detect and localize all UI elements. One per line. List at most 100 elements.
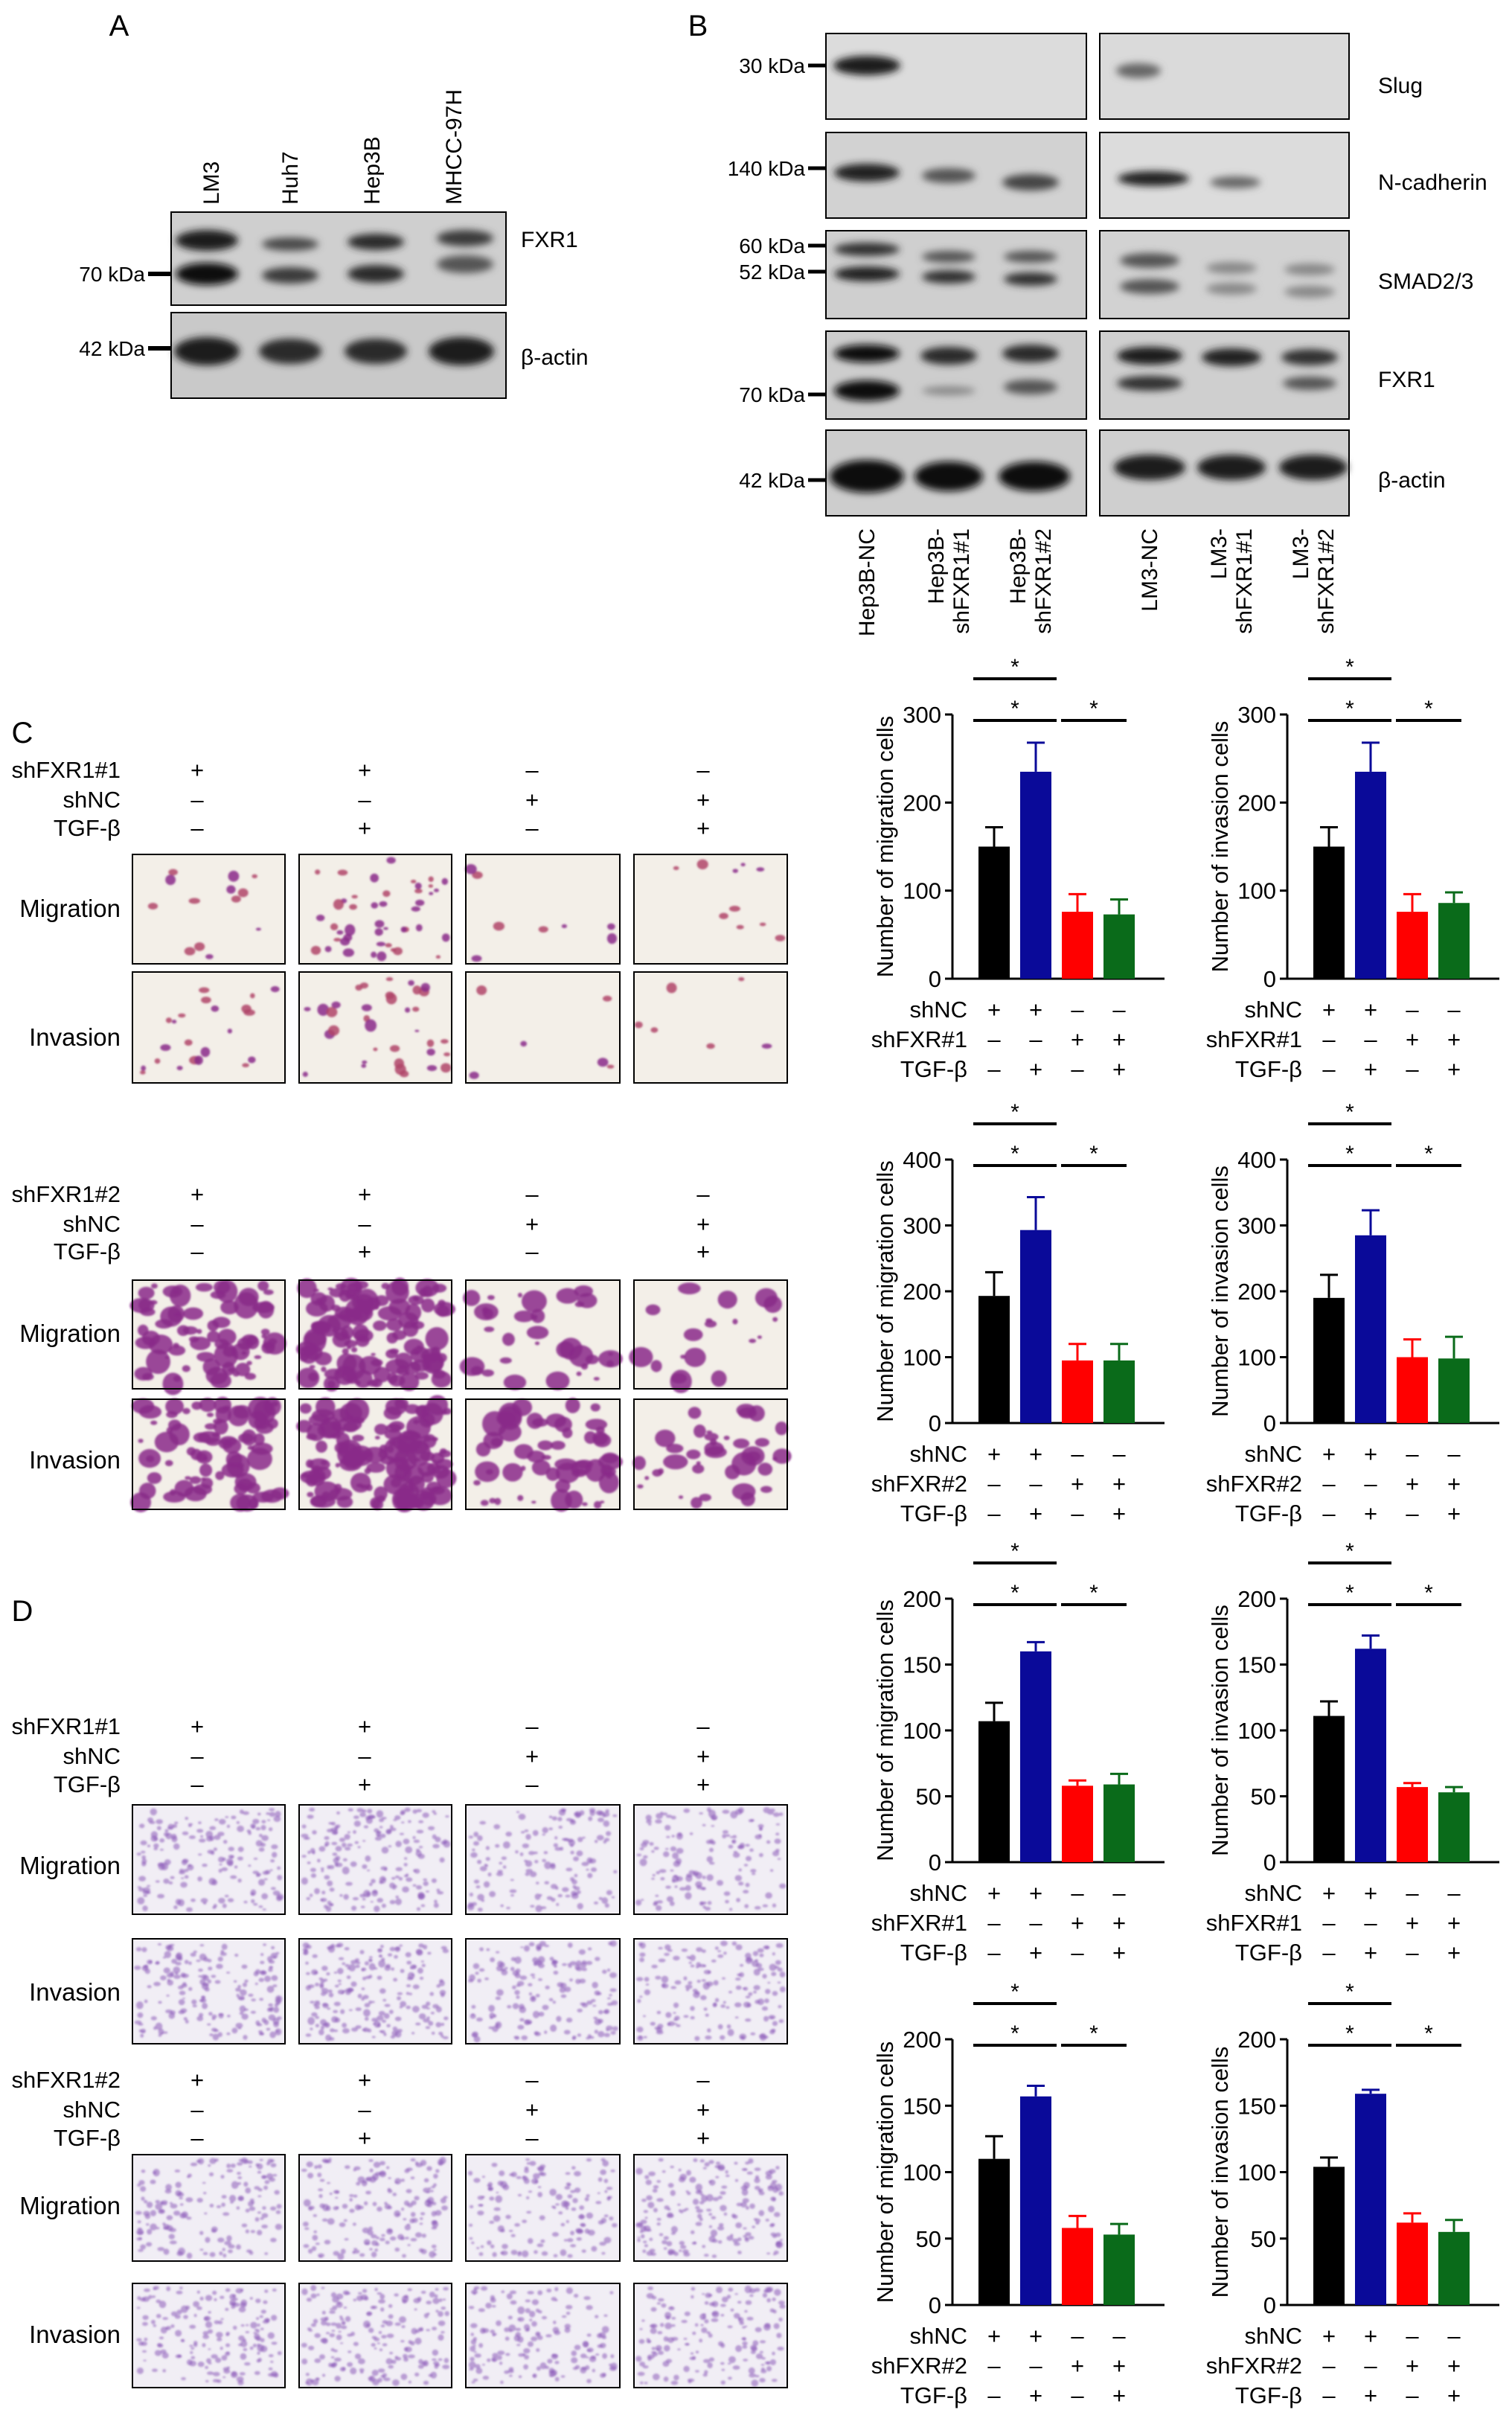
y-tick-label: 150 [1237, 2093, 1276, 2119]
y-tick-label: 0 [929, 1410, 941, 1436]
y-tick-label: 0 [929, 1849, 941, 1876]
micrograph [296, 1395, 457, 1512]
group-sign: + [1112, 1500, 1126, 1526]
y-axis-label: Number of invasion cells [1207, 721, 1233, 973]
bar-charts: 0 100 200 300 Number of migration cells * * * sh… [871, 655, 1499, 2408]
y-tick-label: 300 [903, 702, 941, 728]
blot-b-kda-label: 42 kDa [739, 469, 805, 492]
group-sign: – [987, 1940, 1001, 1966]
condition-label: TGF-β [54, 1238, 121, 1265]
group-label: TGF-β [1235, 1940, 1302, 1966]
micrograph [132, 2283, 286, 2388]
condition-sign: + [696, 1771, 710, 1797]
micrograph [629, 1279, 788, 1393]
y-tick-label: 100 [1237, 1345, 1276, 1371]
condition-sign: – [190, 815, 204, 841]
micrograph [298, 1938, 452, 2044]
condition-sign: – [696, 1713, 710, 1739]
condition-sign: – [190, 1743, 204, 1769]
blot-b-kda-label: 52 kDa [739, 260, 805, 284]
micrograph [298, 1804, 452, 1915]
bar [1020, 1651, 1051, 1862]
bar [1438, 1792, 1470, 1862]
significance-star: * [1089, 1142, 1098, 1166]
blot-b-lane-label: Hep3B-shFXR1#1 [924, 528, 974, 634]
image-row-label: Invasion [29, 1446, 121, 1474]
group-sign: – [987, 1056, 1001, 1082]
group-sign: – [987, 1910, 1001, 1936]
condition-sign: – [525, 1713, 539, 1739]
blot-b-lane-label: LM3-NC [1138, 528, 1162, 612]
bar [1020, 2096, 1051, 2305]
group-sign: + [1112, 2382, 1126, 2408]
blot-b-lane-label: Hep3B-shFXR1#2 [1006, 528, 1056, 634]
group-sign: – [1322, 2382, 1336, 2408]
group-sign: + [987, 1441, 1001, 1467]
group-sign: – [987, 1500, 1001, 1526]
group-sign: + [1029, 2323, 1042, 2349]
group-label: shNC [909, 2323, 967, 2349]
image-row-label: Invasion [29, 1978, 121, 2006]
group-sign: + [1447, 1056, 1461, 1082]
y-tick-label: 50 [916, 2226, 941, 2252]
significance-star: * [1010, 1539, 1019, 1564]
micrograph [129, 1279, 286, 1395]
blot-a-lane-label: Hep3B [360, 136, 385, 205]
group-sign: + [1406, 1026, 1419, 1052]
group-sign: – [1406, 1880, 1419, 1906]
group-sign: + [1406, 1471, 1419, 1497]
significance-star: * [1010, 1980, 1019, 2004]
group-sign: + [1071, 2353, 1084, 2379]
group-sign: – [1406, 1441, 1419, 1467]
bar [1020, 1230, 1051, 1423]
group-label: TGF-β [900, 1056, 967, 1082]
y-tick-label: 200 [903, 790, 941, 816]
group-sign: + [1322, 1880, 1336, 1906]
group-sign: – [1406, 1500, 1419, 1526]
significance-star: * [1010, 1100, 1019, 1125]
significance-star: * [1345, 1100, 1354, 1125]
y-tick-label: 100 [903, 2160, 941, 2186]
image-row-label: Migration [19, 1852, 121, 1879]
image-row-label: Migration [19, 895, 121, 922]
micrograph [459, 1279, 623, 1390]
blot-a-actin-bands [174, 337, 494, 365]
group-label: TGF-β [900, 2382, 967, 2408]
group-sign: – [987, 2353, 1001, 2379]
micrograph [298, 854, 452, 965]
condition-sign: + [358, 815, 371, 841]
group-sign: – [987, 1471, 1001, 1497]
condition-label: shFXR1#2 [12, 2067, 121, 2093]
y-tick-label: 200 [1237, 1586, 1276, 1612]
blot-b-lane-labels: Hep3B-NC Hep3B-shFXR1#1 Hep3B-shFXR1#2 LM3-… [855, 528, 1339, 636]
y-axis-label: Number of migration cells [872, 1599, 898, 1861]
condition-label: shNC [63, 1743, 121, 1769]
group-sign: – [1447, 997, 1461, 1023]
micrograph [298, 2154, 452, 2262]
micrograph [132, 2154, 286, 2262]
condition-sign: – [696, 757, 710, 783]
y-tick-label: 100 [1237, 2160, 1276, 2186]
condition-sign: – [358, 1211, 371, 1237]
image-grids: shFXR1#1 + + – –shNC – – + +TGF-β – + – +MigrationIn… [12, 757, 792, 2388]
panel-letter-a: A [109, 10, 129, 42]
condition-sign: – [190, 2125, 204, 2151]
image-row-label: Migration [19, 2192, 121, 2219]
condition-label: shNC [63, 1211, 121, 1237]
group-sign: + [1071, 1471, 1084, 1497]
group-sign: + [987, 1880, 1001, 1906]
group-sign: – [1322, 1471, 1336, 1497]
group-sign: + [1112, 1910, 1126, 1936]
group-sign: + [1029, 1880, 1042, 1906]
image-row-label: Invasion [29, 1023, 121, 1051]
blot-a-lane-label: MHCC-97H [442, 89, 467, 205]
group-sign: – [1071, 1056, 1084, 1082]
bar [1313, 2167, 1345, 2305]
group-sign: + [1364, 1940, 1377, 1966]
group-sign: – [1406, 1940, 1419, 1966]
group-sign: + [1447, 2353, 1461, 2379]
